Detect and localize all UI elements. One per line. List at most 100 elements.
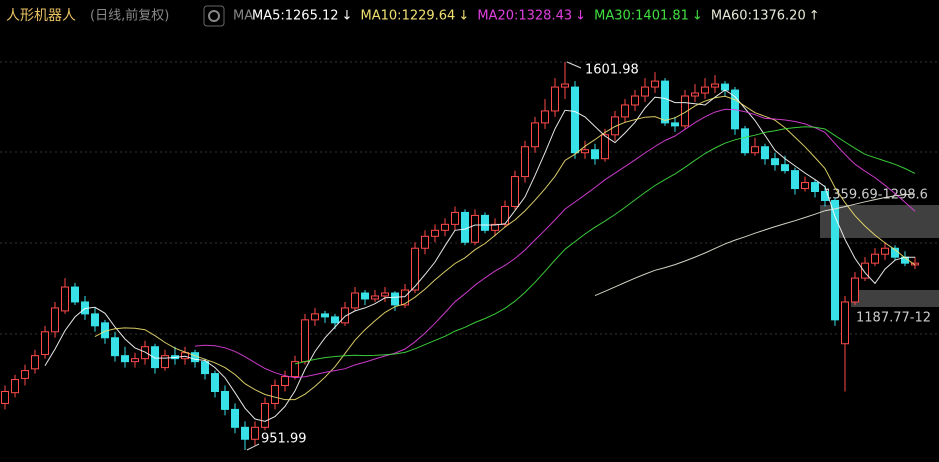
candle-body bbox=[121, 355, 129, 363]
candle-body bbox=[691, 92, 699, 97]
range-label: 1359.69-1298.6 bbox=[824, 188, 928, 203]
candle-body bbox=[911, 262, 919, 266]
candle-body bbox=[441, 223, 449, 231]
candle-body bbox=[181, 352, 189, 360]
candle-body bbox=[861, 262, 869, 279]
candle-body bbox=[651, 80, 659, 88]
candle-body bbox=[251, 426, 259, 440]
candle-body bbox=[771, 158, 779, 166]
candle-body bbox=[791, 170, 799, 190]
high-label: 1601.98 bbox=[585, 63, 639, 78]
ma-title: MA bbox=[233, 9, 253, 24]
ma-legend: MA30:1401.81 bbox=[594, 9, 689, 24]
candle-body bbox=[591, 149, 599, 160]
candle-body bbox=[541, 110, 549, 124]
candle-body bbox=[761, 146, 769, 160]
candle-body bbox=[521, 146, 529, 178]
candle-body bbox=[401, 289, 409, 306]
candle-body bbox=[321, 313, 329, 318]
range-label: 1187.77-12 bbox=[856, 311, 931, 326]
candle-body bbox=[331, 316, 339, 324]
candle-body bbox=[811, 182, 819, 193]
candle-body bbox=[461, 211, 469, 243]
candle-body bbox=[741, 128, 749, 154]
settings-box[interactable] bbox=[203, 5, 225, 27]
candle-body bbox=[1, 390, 9, 404]
candle-body bbox=[281, 376, 289, 387]
candle-body bbox=[311, 313, 319, 321]
ma-line bbox=[594, 193, 916, 297]
candle-body bbox=[781, 164, 789, 172]
candle-body bbox=[221, 390, 229, 410]
candle-body bbox=[301, 319, 309, 363]
candle-body bbox=[261, 402, 269, 428]
candle-body bbox=[511, 176, 519, 207]
candle-body bbox=[831, 199, 839, 321]
candle-body bbox=[371, 295, 379, 300]
high-pointer bbox=[566, 61, 582, 69]
ma-arrow: ↓ bbox=[575, 9, 586, 24]
ma-legend: MA5:1265.12 bbox=[252, 9, 339, 24]
candle-body bbox=[631, 95, 639, 106]
ma-arrow: ↓ bbox=[342, 9, 353, 24]
ma-legend: MA20:1328.43 bbox=[477, 9, 572, 24]
candle-body bbox=[501, 205, 509, 225]
candle-body bbox=[851, 277, 859, 303]
candle-body bbox=[51, 307, 59, 333]
candle-body bbox=[91, 313, 99, 327]
candle-body bbox=[271, 385, 279, 404]
candle-body bbox=[31, 355, 39, 370]
candle-body bbox=[421, 235, 429, 249]
candle-body bbox=[361, 292, 369, 300]
candle-body bbox=[751, 146, 759, 154]
candle-body bbox=[231, 408, 239, 428]
settings-icon[interactable] bbox=[203, 5, 225, 27]
settings-gear[interactable] bbox=[208, 10, 220, 22]
candles bbox=[1, 62, 919, 450]
candle-body bbox=[721, 83, 729, 91]
candle-body bbox=[561, 83, 569, 88]
candle-body bbox=[611, 116, 619, 136]
candle-body bbox=[711, 83, 719, 88]
candle-body bbox=[351, 292, 359, 309]
candle-body bbox=[41, 331, 49, 355]
candle-body bbox=[621, 104, 629, 118]
candle-body bbox=[481, 214, 489, 231]
chart-title: 人形机器人 bbox=[6, 8, 76, 24]
candle-body bbox=[211, 373, 219, 392]
candle-body bbox=[871, 253, 879, 264]
candle-body bbox=[291, 361, 299, 378]
candle-body bbox=[381, 292, 389, 297]
candle-body bbox=[61, 286, 69, 312]
candle-body bbox=[131, 358, 139, 363]
candle-body bbox=[801, 182, 809, 190]
candle-body bbox=[671, 122, 679, 127]
candle-body bbox=[661, 80, 669, 124]
candle-body bbox=[881, 247, 889, 255]
candle-body bbox=[111, 337, 119, 357]
candle-body bbox=[581, 149, 589, 154]
range-box bbox=[851, 290, 939, 307]
ma-arrow: ↑ bbox=[809, 9, 820, 24]
candle-body bbox=[531, 122, 539, 148]
candle-body bbox=[551, 86, 559, 112]
ma-line bbox=[294, 126, 916, 365]
candle-body bbox=[431, 229, 439, 237]
candle-body bbox=[601, 134, 609, 160]
ma-legend: MA10:1229.64 bbox=[361, 9, 456, 24]
grid bbox=[0, 61, 939, 335]
candle-body bbox=[191, 352, 199, 363]
candle-body bbox=[391, 292, 399, 306]
candle-body bbox=[681, 95, 689, 127]
candle-body bbox=[571, 86, 579, 154]
candle-body bbox=[701, 86, 709, 94]
low-pointer bbox=[246, 443, 260, 451]
ma-line bbox=[94, 95, 916, 401]
candle-body bbox=[451, 211, 459, 225]
candle-body bbox=[641, 86, 649, 97]
ma-legend: MA60:1376.20 bbox=[711, 9, 806, 24]
candle-body bbox=[201, 361, 209, 375]
candle-body bbox=[341, 307, 349, 324]
